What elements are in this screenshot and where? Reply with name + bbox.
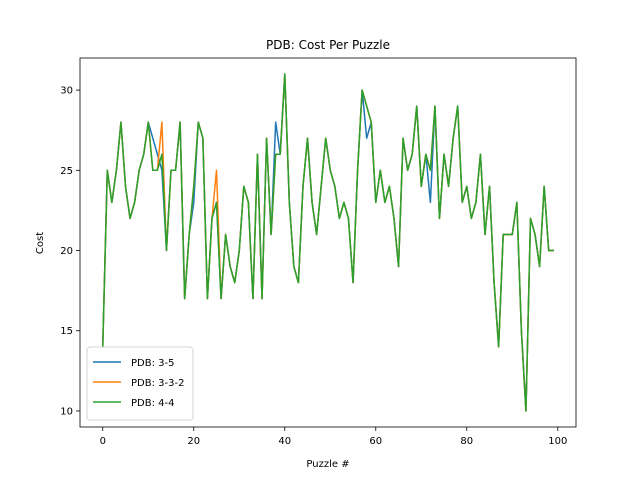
y-axis-ticks: 10 15 20 25 30 (60, 86, 80, 417)
y-tick-label: 20 (60, 246, 73, 257)
x-axis-ticks: 0 20 40 60 80 100 (100, 427, 567, 447)
y-tick-label: 15 (60, 326, 73, 337)
x-axis-label: Puzzle # (306, 459, 349, 470)
series-line-3 (101, 73, 554, 412)
x-tick-label: 100 (548, 436, 567, 447)
legend-label-3: PDB: 4-4 (131, 398, 174, 409)
y-tick-label: 25 (60, 166, 73, 177)
y-axis-label: Cost (35, 232, 46, 254)
x-tick-label: 20 (187, 436, 200, 447)
chart-title: PDB: Cost Per Puzzle (266, 38, 390, 52)
legend-label-1: PDB: 3-5 (131, 358, 174, 369)
x-tick-label: 0 (100, 436, 106, 447)
legend: PDB: 3-5 PDB: 3-3-2 PDB: 4-4 (86, 346, 194, 421)
legend-label-2: PDB: 3-3-2 (131, 378, 184, 389)
legend-items: PDB: 3-5 PDB: 3-3-2 PDB: 4-4 (93, 358, 184, 409)
x-tick-label: 80 (460, 436, 473, 447)
axes-frame (79, 57, 577, 428)
x-tick-label: 60 (369, 436, 382, 447)
y-tick-label: 10 (60, 406, 73, 417)
x-tick-label: 40 (278, 436, 291, 447)
series-lines (101, 73, 554, 412)
y-tick-label: 30 (60, 86, 73, 97)
